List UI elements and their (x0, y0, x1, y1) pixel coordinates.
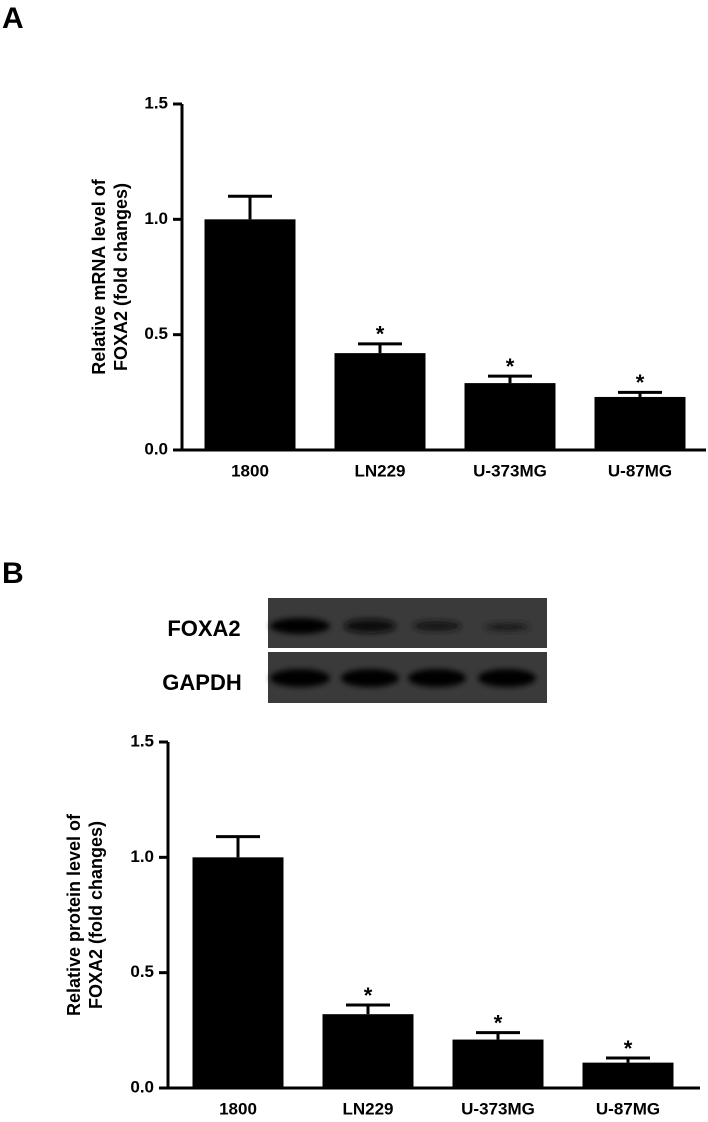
bar (452, 1039, 544, 1088)
x-tick-label: U-87MG (608, 461, 672, 480)
y-tick-label: 1.5 (144, 93, 168, 112)
y-tick-label: 1.5 (130, 731, 154, 750)
significance-mark: * (636, 370, 645, 395)
significance-mark: * (624, 1036, 633, 1061)
blot-band (485, 623, 529, 631)
panel-label: A (2, 2, 24, 35)
x-tick-label: U-373MG (473, 461, 547, 480)
y-tick-label: 0.0 (144, 439, 168, 458)
y-tick-label: 0.0 (130, 1077, 154, 1096)
bar (582, 1062, 674, 1088)
significance-mark: * (376, 322, 385, 347)
panel-label: B (2, 557, 24, 590)
y-axis-label: Relative protein level of (64, 813, 84, 1016)
blot-label: GAPDH (162, 670, 241, 695)
bar (204, 219, 296, 450)
significance-mark: * (494, 1010, 503, 1035)
x-tick-label: 1800 (231, 461, 269, 480)
blot-band (270, 669, 330, 687)
significance-mark: * (364, 983, 373, 1008)
blot-band (344, 619, 396, 633)
bar (334, 353, 426, 450)
significance-mark: * (506, 354, 515, 379)
x-tick-label: U-373MG (461, 1099, 535, 1118)
bar (322, 1014, 414, 1088)
y-axis-label: Relative mRNA level of (89, 178, 109, 374)
bar (464, 383, 556, 450)
x-tick-label: 1800 (219, 1099, 257, 1118)
y-axis-label: FOXA2 (fold changes) (86, 821, 106, 1009)
x-tick-label: LN229 (342, 1099, 393, 1118)
y-tick-label: 0.5 (144, 324, 168, 343)
y-tick-label: 1.0 (130, 847, 154, 866)
blot-band (413, 621, 461, 631)
blot-band (270, 618, 330, 634)
blot-band (478, 669, 536, 687)
y-tick-label: 1.0 (144, 209, 168, 228)
blot-label: FOXA2 (167, 616, 240, 641)
blot-band (341, 669, 399, 687)
western-blot (268, 598, 547, 703)
y-tick-label: 0.5 (130, 962, 154, 981)
blot-band (408, 669, 466, 687)
x-tick-label: LN229 (354, 461, 405, 480)
bar (594, 396, 686, 450)
y-axis-label: FOXA2 (fold changes) (111, 183, 131, 371)
x-tick-label: U-87MG (596, 1099, 660, 1118)
bar (192, 857, 284, 1088)
